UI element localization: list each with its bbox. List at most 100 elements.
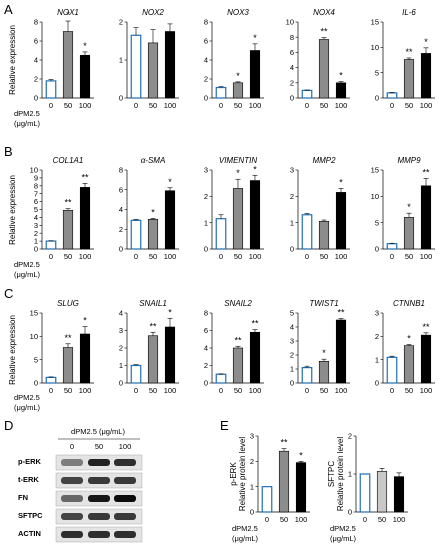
x-tick-label: 100 <box>79 101 92 110</box>
dose-label-b-1: dPM2.5 <box>14 260 40 269</box>
y-tick-label: 6 <box>119 185 123 194</box>
significance-mark: * <box>151 207 155 217</box>
x-tick-label: 100 <box>164 386 177 395</box>
significance-mark: * <box>168 177 172 187</box>
y-tick-label: 3 <box>290 166 294 175</box>
blot-band-label: SFTPC <box>18 511 43 520</box>
y-tick-label: 8 <box>204 18 208 27</box>
bar-100 <box>335 192 347 250</box>
y-tick-label: 6 <box>34 197 38 206</box>
y-tick-label: 0 <box>204 94 208 103</box>
dose-label-e2-1: dPM2.5 <box>330 524 356 533</box>
y-tick-label: 2 <box>290 192 294 201</box>
bar-100 <box>335 319 347 384</box>
significance-mark: * <box>407 334 411 344</box>
x-tick-label: 100 <box>335 252 348 261</box>
bar-100 <box>164 190 176 250</box>
y-tick-label: 1 <box>34 237 38 246</box>
x-tick-label: 100 <box>420 252 433 261</box>
y-tick-label: 0 <box>290 245 294 254</box>
y-tick-label: 2 <box>250 457 254 466</box>
chart-title: TWIST1 <box>309 299 338 308</box>
x-tick-label: 50 <box>234 386 242 395</box>
y-tick-label: 0 <box>375 379 379 388</box>
blot-band <box>61 477 83 484</box>
y-tick-label: 9 <box>34 174 38 183</box>
x-tick-label: 0 <box>134 101 138 110</box>
y-tick-label: 2 <box>348 432 352 441</box>
bar-100 <box>295 462 307 513</box>
bar-100 <box>335 82 347 99</box>
significance-mark: ** <box>280 438 288 448</box>
chart-a-sma: α-SMA 0 2 4 6 8 0 * 50 * 100 <box>119 156 179 261</box>
significance-mark: * <box>236 71 240 81</box>
x-tick-label: 0 <box>49 101 53 110</box>
blot-band <box>61 495 83 502</box>
bar-50 <box>232 82 244 99</box>
x-tick-label: 0 <box>390 101 394 110</box>
significance-mark: ** <box>81 172 89 182</box>
y-tick-label: 6 <box>204 37 208 46</box>
western-blot: dPM2.5 (μg/mL) 0 50 100 p-ERK t-ERK FN SFTP… <box>18 427 143 543</box>
blot-band <box>114 531 136 538</box>
x-tick-label: 50 <box>234 252 242 261</box>
x-tick-label: 100 <box>420 386 433 395</box>
ylabel-panel-c: Relative expression <box>8 315 17 385</box>
x-tick-label: 0 <box>49 252 53 261</box>
x-tick-label: 50 <box>405 252 413 261</box>
chart-ctnnb1: CTNNB1 0 1 2 3 0 * 50 ** 100 <box>375 299 435 395</box>
significance-mark: ** <box>422 322 430 332</box>
y-tick-label: 0 <box>375 94 379 103</box>
x-tick-label: 50 <box>64 101 72 110</box>
significance-mark: * <box>339 71 343 81</box>
x-tick-label: 50 <box>64 252 72 261</box>
blot-band <box>61 513 83 520</box>
dose-label-b-2: (μg/mL) <box>14 270 40 279</box>
x-tick-label: 0 <box>390 252 394 261</box>
chart-title: α-SMA <box>141 156 166 165</box>
protein-ylabel-sub: Relative protein level <box>238 437 247 511</box>
x-tick-label: 0 <box>219 101 223 110</box>
blot-band <box>88 513 110 520</box>
bar-0 <box>130 219 142 250</box>
y-tick-label: 4 <box>204 56 208 65</box>
significance-mark: ** <box>405 47 413 57</box>
blot-lane-label-0: 0 <box>70 442 74 451</box>
bar-0 <box>386 356 398 384</box>
y-tick-label: 0 <box>290 94 294 103</box>
x-tick-label: 100 <box>249 252 262 261</box>
x-tick-label: 50 <box>320 386 328 395</box>
y-tick-label: 2 <box>34 75 38 84</box>
y-tick-label: 1 <box>348 470 352 479</box>
bar-0 <box>215 218 227 250</box>
x-tick-label: 50 <box>64 386 72 395</box>
bar-0 <box>301 214 313 250</box>
y-tick-label: 2 <box>204 192 208 201</box>
y-tick-label: 4 <box>34 213 38 222</box>
bar-50 <box>147 335 159 384</box>
chart-title: NOX3 <box>227 8 249 17</box>
y-tick-label: 7 <box>34 189 38 198</box>
bar-50 <box>147 219 159 250</box>
y-tick-label: 10 <box>371 43 379 52</box>
blot-header: dPM2.5 (μg/mL) <box>71 427 125 436</box>
bar-100 <box>420 334 432 384</box>
x-tick-label: 0 <box>134 252 138 261</box>
significance-mark: ** <box>234 335 242 345</box>
blot-band <box>88 531 110 538</box>
chart-snail1: SNAIL1 0 1 2 3 4 0 ** 50 * 100 <box>119 299 179 395</box>
panel-letter-b: B <box>4 144 13 159</box>
chart-title: SNAIL2 <box>224 299 252 308</box>
x-tick-label: 0 <box>219 386 223 395</box>
y-tick-label: 0 <box>34 94 38 103</box>
bar-100 <box>249 331 261 384</box>
y-tick-label: 3 <box>250 432 254 441</box>
dose-label-a-2: (μg/mL) <box>14 119 40 128</box>
chart-title: MMP9 <box>397 156 421 165</box>
x-tick-label: 100 <box>249 101 262 110</box>
y-tick-label: 8 <box>34 181 38 190</box>
